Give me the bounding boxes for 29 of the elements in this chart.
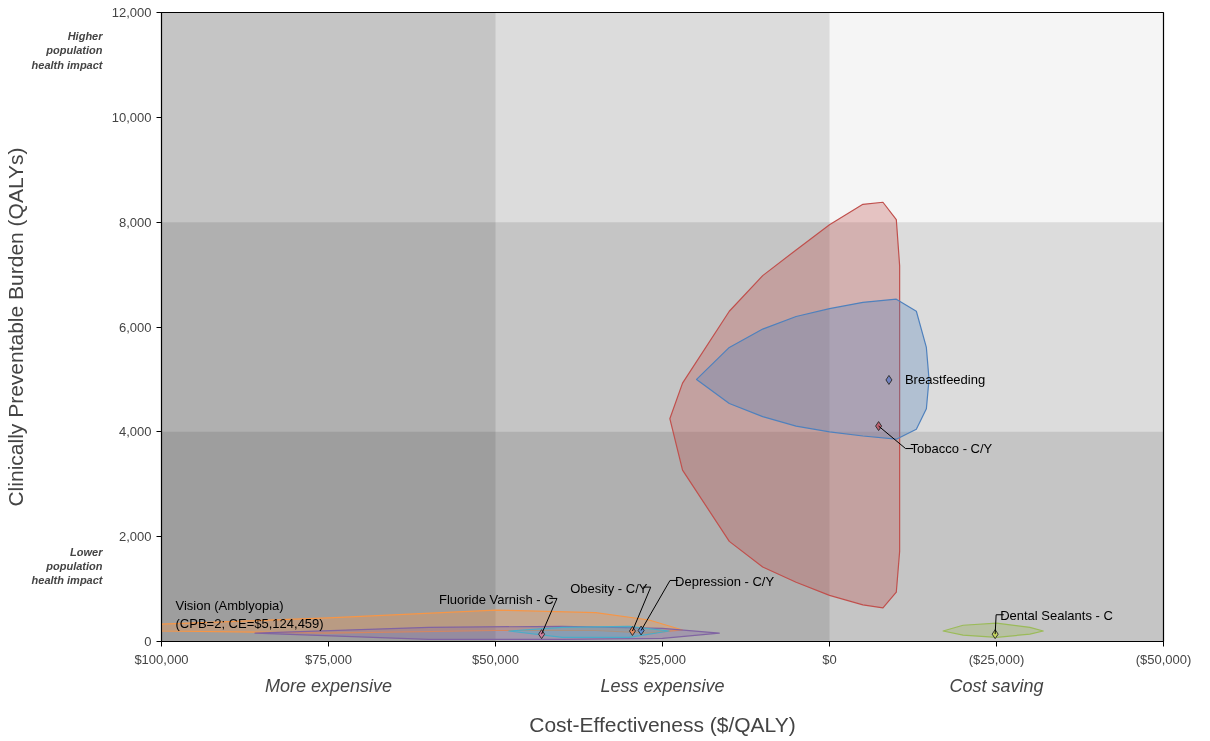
y-axis-title: Clinically Preventable Burden (QALYs) [3, 147, 27, 507]
point [885, 374, 893, 385]
series-label: Breastfeeding [904, 372, 986, 388]
x-tick-label: $50,000 [472, 651, 519, 667]
y-tick-label: 2,000 [118, 529, 152, 545]
text: Depression - C/Y [675, 573, 775, 589]
x-tick-label: $25,000 [639, 651, 686, 667]
y-tick-label: 4,000 [118, 424, 152, 440]
text: Higher population health impact [31, 29, 104, 71]
y-tick-label: 0 [144, 634, 152, 649]
y-tick-label: 6,000 [118, 319, 152, 335]
x-axis-title: Cost-Effectiveness ($/QALY) [529, 712, 796, 736]
x-tick-label: $100,000 [134, 651, 189, 667]
series-label: Dental Sealants - C [1000, 607, 1113, 623]
x-tick-label: ($25,000) [968, 651, 1025, 667]
series-label: Fluoride Varnish - C [438, 591, 554, 607]
text: Obesity - C/Y [570, 580, 648, 596]
x-tick-label: $0 [822, 651, 837, 667]
x-tick-label: $75,000 [305, 651, 352, 667]
text: Tobacco - C/Y [910, 440, 993, 456]
text: Lower population health impact [31, 545, 104, 587]
y-tick-label: 8,000 [118, 214, 152, 230]
y-tick-label: 12,000 [111, 5, 152, 20]
text: Cost saving [949, 675, 1044, 696]
x-tick-label: ($50,000) [1135, 651, 1192, 667]
text: More expensive [264, 675, 393, 696]
y-tick-label: 10,000 [111, 109, 152, 125]
text: Less expensive [600, 675, 725, 696]
annotation: Vision (Amblyopia) (CPB=2; CE=$5,124,459) [175, 597, 324, 631]
